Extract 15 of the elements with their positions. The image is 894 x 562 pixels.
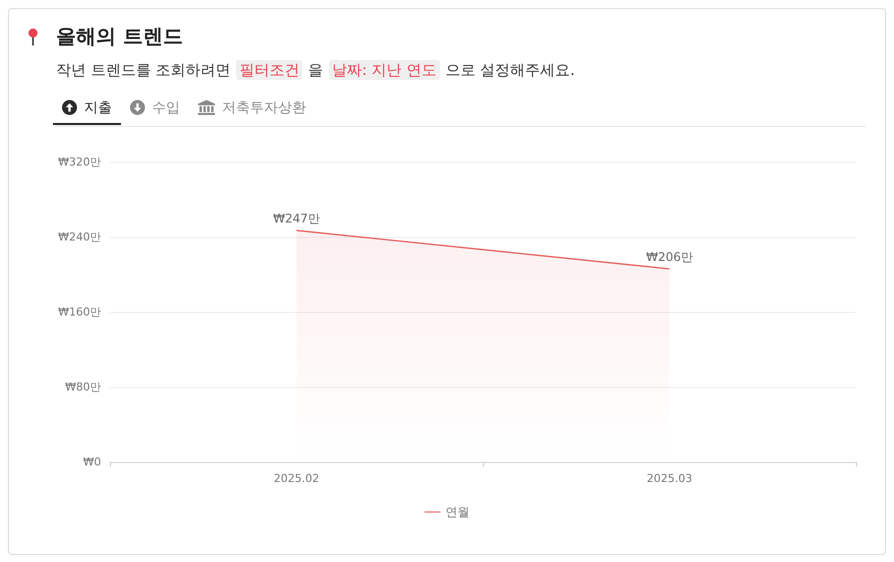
legend-label: 연월 [446, 505, 470, 519]
chart-title: 올해의 트렌드 [56, 23, 183, 49]
text: 저축투자상환 [222, 98, 306, 116]
x-tick-label: 2025.02 [274, 472, 320, 485]
x-tick-label: 2025.03 [646, 472, 692, 485]
chart-subtitle: 작년 트렌드를 조회하려면 필터조건 을 날짜: 지난 연도 으로 설정해주세요. [56, 60, 575, 80]
y-tick-label: ₩80만 [65, 380, 101, 394]
text: 수입 [152, 98, 180, 116]
y-tick-label: ₩320만 [58, 156, 101, 168]
y-tick-label: ₩0 [83, 456, 101, 468]
text: 지출 [84, 98, 112, 116]
y-tick-label: ₩160만 [58, 306, 101, 318]
data-label: ₩247만 [273, 211, 320, 226]
y-tick-label: ₩240만 [58, 230, 101, 244]
data-label: ₩206만 [646, 250, 693, 264]
